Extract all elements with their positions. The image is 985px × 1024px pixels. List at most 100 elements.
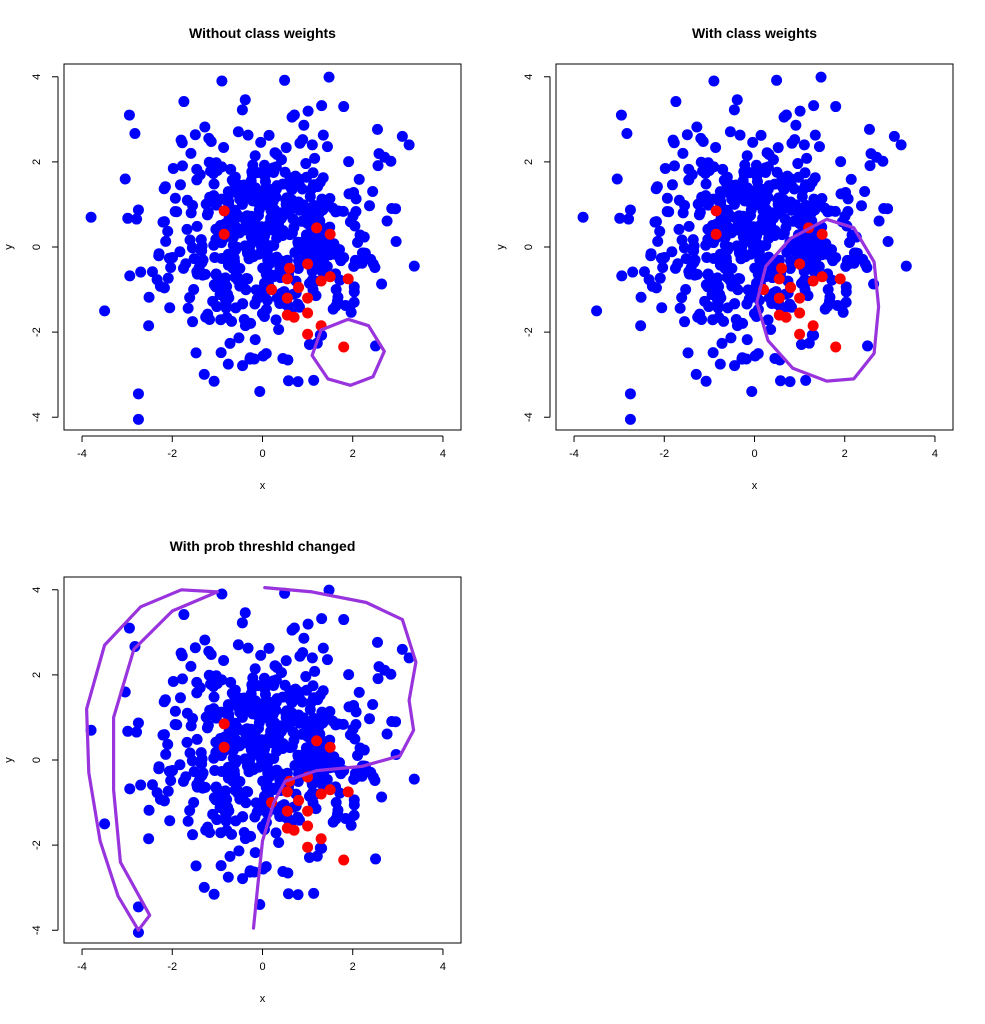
data-point-majority (236, 104, 248, 116)
data-point-majority (734, 240, 746, 252)
data-point-majority (390, 716, 402, 728)
data-point-majority (706, 220, 718, 232)
data-point-majority (227, 231, 239, 243)
data-point-majority (778, 182, 790, 194)
data-point-majority (182, 302, 194, 314)
data-point-majority (188, 253, 200, 265)
data-point-majority (228, 765, 240, 777)
data-point-majority (765, 323, 777, 335)
data-point-minority (807, 320, 819, 332)
x-tick-label: 4 (932, 448, 938, 460)
data-point-minority (284, 262, 296, 274)
data-point-majority (187, 829, 199, 841)
data-point-minority (342, 786, 354, 798)
data-point-minority (293, 794, 305, 806)
data-point-majority (167, 162, 179, 174)
data-point-majority (167, 675, 179, 687)
data-point-majority (151, 274, 163, 286)
data-point-majority (819, 303, 831, 315)
data-point-majority (244, 353, 256, 365)
data-point-majority (702, 157, 714, 169)
data-point-majority (739, 159, 751, 171)
data-point-majority (882, 235, 894, 247)
data-point-majority (372, 673, 384, 685)
data-point-majority (724, 126, 736, 138)
data-point-majority (220, 810, 232, 822)
data-point-majority (729, 298, 741, 310)
decision-boundary (85, 588, 219, 932)
data-point-majority (312, 245, 324, 257)
data-point-majority (292, 376, 304, 388)
data-point-majority (309, 152, 321, 164)
data-point-majority (321, 141, 333, 153)
data-point-majority (99, 305, 111, 317)
data-point-majority (343, 156, 355, 168)
data-point-minority (315, 275, 327, 287)
data-point-majority (124, 783, 136, 795)
data-point-majority (771, 74, 783, 86)
data-point-majority (236, 617, 248, 629)
data-point-majority (302, 618, 314, 630)
data-point-majority (385, 668, 397, 680)
data-point-minority (281, 786, 293, 798)
data-point-majority (784, 263, 796, 275)
data-point-majority (119, 173, 131, 185)
data-point-majority (241, 273, 253, 285)
data-point-majority (873, 215, 885, 227)
data-point-majority (292, 238, 304, 250)
data-point-majority (146, 779, 158, 791)
data-point-majority (191, 268, 203, 280)
data-point-majority (250, 706, 262, 718)
data-point-majority (245, 317, 257, 329)
data-point-majority (182, 815, 194, 827)
data-point-majority (677, 147, 689, 159)
data-point-majority (222, 699, 234, 711)
data-point-majority (237, 811, 249, 823)
data-point-majority (747, 136, 759, 148)
data-point-majority (323, 71, 335, 83)
data-point-majority (261, 678, 273, 690)
data-point-majority (693, 209, 705, 221)
data-point-majority (832, 300, 844, 312)
data-point-majority (264, 258, 276, 270)
data-point-minority (302, 820, 314, 832)
data-point-majority (162, 225, 174, 237)
y-tick-label: -4 (31, 925, 43, 935)
data-point-majority (294, 650, 306, 662)
data-point-majority (201, 722, 213, 734)
data-point-majority (215, 314, 227, 326)
data-point-majority (840, 296, 852, 308)
data-point-majority (174, 179, 186, 191)
data-point-majority (700, 375, 712, 387)
data-point-majority (294, 137, 306, 149)
data-point-majority (286, 695, 298, 707)
data-point-minority (794, 328, 806, 340)
data-point-majority (286, 182, 298, 194)
x-tick-label: 2 (842, 448, 848, 460)
scatter-panel-with-class-weights: With class weights -4 -2 0 2 4 -4 -2 0 2 4 x y (495, 25, 954, 492)
data-point-minority (302, 258, 314, 270)
chart-title: With prob threshld changed (170, 538, 356, 554)
y-tick-label: 2 (523, 159, 535, 165)
data-point-majority (204, 313, 216, 325)
data-point-majority (809, 172, 821, 184)
data-point-majority (224, 337, 236, 349)
data-point-majority (191, 676, 203, 688)
data-point-majority (255, 649, 267, 661)
plot-frame (555, 63, 954, 431)
data-point-majority (300, 158, 312, 170)
data-point-majority (253, 248, 265, 260)
data-point-majority (181, 707, 193, 719)
data-point-minority (710, 205, 722, 217)
data-point-majority (215, 347, 227, 359)
data-point-majority (254, 385, 266, 397)
data-point-majority (210, 781, 222, 793)
data-point-majority (840, 281, 852, 293)
data-point-majority (745, 248, 757, 260)
data-point-majority (177, 262, 189, 274)
data-point-majority (624, 204, 636, 216)
data-point-majority (260, 303, 272, 315)
data-point-majority (185, 207, 197, 219)
data-point-majority (292, 173, 304, 185)
data-point-majority (650, 216, 662, 228)
